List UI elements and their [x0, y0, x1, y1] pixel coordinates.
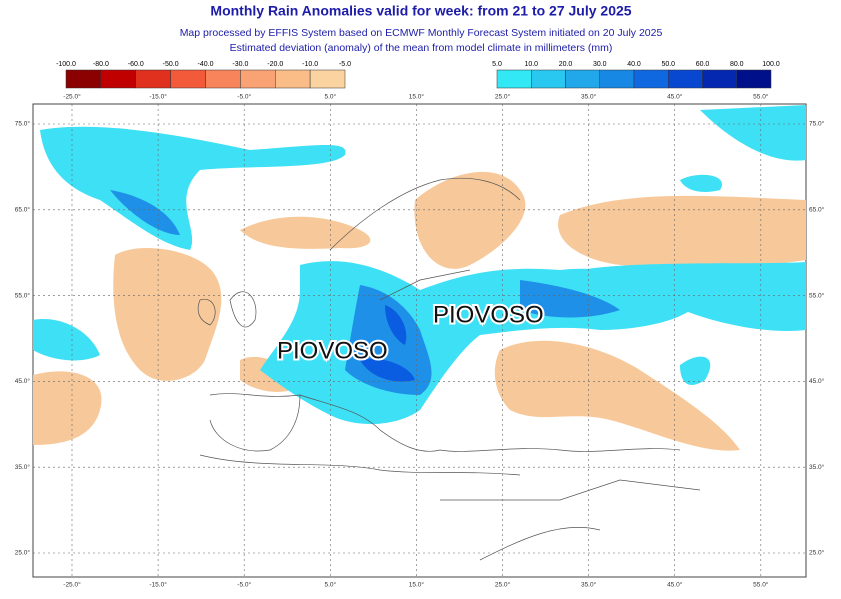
colorbar-box	[496, 69, 532, 89]
colorbar-box	[240, 69, 276, 89]
lat-label: 25.0°	[809, 549, 825, 557]
colorbar-label: 50.0	[661, 61, 675, 68]
colorbar-label: 100.0	[762, 61, 780, 68]
subtitle: Map processed by EFFIS System based on E…	[180, 27, 663, 39]
colorbar-box	[668, 69, 703, 89]
lon-label: 55.0°	[753, 93, 769, 101]
colorbar-box	[170, 69, 206, 89]
colorbar-label: 10.0	[524, 61, 538, 68]
lon-label: 25.0°	[495, 93, 511, 101]
colorbar-label: -50.0	[163, 61, 179, 68]
colorbar-box	[736, 69, 772, 89]
anomaly-field	[33, 105, 806, 561]
lon-label: 45.0°	[667, 93, 683, 101]
lon-label: 55.0°	[753, 581, 769, 589]
lon-label: 35.0°	[581, 581, 597, 589]
lat-label: 55.0°	[15, 291, 31, 299]
colorbar-label: -10.0	[302, 61, 318, 68]
annotation: PIOVOSO	[277, 337, 388, 364]
subtitle: Estimated deviation (anomaly) of the mea…	[230, 42, 613, 54]
colorbar-label: 60.0	[696, 61, 710, 68]
colorbar-box	[702, 69, 737, 89]
colorbar-box	[100, 69, 136, 89]
lon-label: 5.0°	[324, 93, 336, 101]
lon-label: 35.0°	[581, 93, 597, 101]
colorbar-label: 20.0	[559, 61, 573, 68]
colorbar-label: -40.0	[198, 61, 214, 68]
colorbar-box	[633, 69, 669, 89]
lon-label: 25.0°	[495, 581, 511, 589]
title: Monthly Rain Anomalies valid for week: f…	[210, 3, 631, 19]
lon-label: 15.0°	[409, 581, 425, 589]
colorbar-box	[531, 69, 566, 89]
lon-label: -5.0°	[237, 581, 251, 589]
colorbar-label: 30.0	[593, 61, 607, 68]
lat-label: 65.0°	[15, 206, 31, 214]
lon-label: -25.0°	[63, 581, 81, 589]
lat-label: 75.0°	[809, 120, 825, 128]
colorbar-box	[599, 69, 635, 89]
graticule: -25.0° -25.0° -15.0° -15.0° -5.0° -5.0° 5.0° 5.…	[15, 93, 825, 589]
lat-label: 25.0°	[15, 549, 31, 557]
colorbar-box	[65, 69, 102, 89]
colorbar-box	[275, 69, 311, 89]
annotation: PIOVOSO	[433, 301, 544, 328]
lat-label: 35.0°	[15, 463, 31, 471]
lat-label: 55.0°	[809, 291, 825, 299]
colorbar-label: 80.0	[730, 61, 744, 68]
lat-label: 45.0°	[15, 377, 31, 385]
colorbar-box	[135, 69, 171, 89]
colorbar-label: -5.0	[339, 61, 351, 68]
lat-label: 65.0°	[809, 206, 825, 214]
lon-label: 5.0°	[324, 581, 336, 589]
colorbar-label: -80.0	[93, 61, 109, 68]
colorbar-label: 5.0	[492, 61, 502, 68]
lat-label: 75.0°	[15, 120, 31, 128]
colorbar-box	[309, 69, 346, 89]
colorbar-label: -30.0	[232, 61, 248, 68]
colorbar-label: -20.0	[267, 61, 283, 68]
lat-label: 45.0°	[809, 377, 825, 385]
lon-label: 45.0°	[667, 581, 683, 589]
lat-label: 35.0°	[809, 463, 825, 471]
lon-label: -5.0°	[237, 93, 251, 101]
colorbar-label: -60.0	[128, 61, 144, 68]
colorbar-label: 40.0	[627, 61, 641, 68]
colorbar-box	[205, 69, 241, 89]
colorbar-label: -100.0	[56, 61, 76, 68]
lon-label: -15.0°	[149, 581, 167, 589]
colorbar: -100.0 -80.0 -60.0 -50.0 -40.0 -30.0 -20.0 -10.…	[56, 61, 780, 89]
colorbar-box	[565, 69, 600, 89]
map: -25.0° -25.0° -15.0° -15.0° -5.0° -5.0° 5.0° 5.…	[15, 93, 825, 589]
lon-label: -25.0°	[63, 93, 81, 101]
lon-label: 15.0°	[409, 93, 425, 101]
lon-label: -15.0°	[149, 93, 167, 101]
